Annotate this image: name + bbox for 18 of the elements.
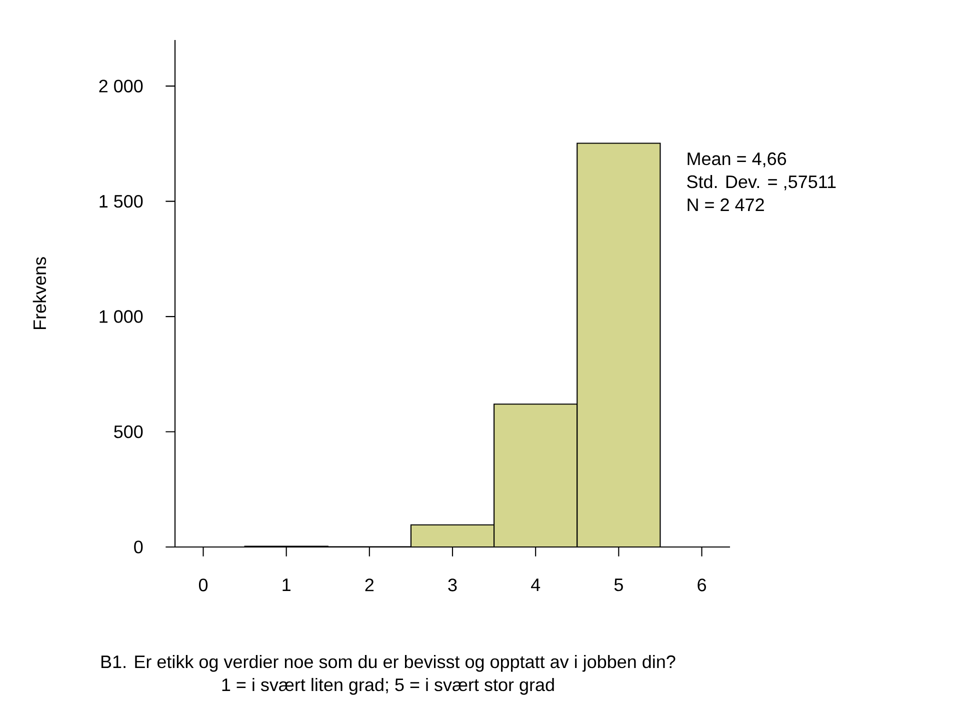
y-tick-label: 2 000: [99, 80, 143, 93]
x-tick-label: 5: [614, 578, 623, 592]
text: 1 = i svært liten grad; 5 = i svært stor grad: [222, 678, 554, 695]
y-tick-label: 1 000: [100, 310, 143, 324]
annotation: Mean = 4,66: [688, 152, 786, 168]
annotation: N = 2 472: [688, 198, 764, 212]
x-tick-label: 6: [698, 578, 706, 592]
y-tick-label: 1 500: [100, 195, 143, 208]
x-tick-label: 0: [198, 578, 208, 592]
x-axis-title: B1. Er etikk og verdier noe som du er bevisst og opptatt av i jobben din?: [101, 655, 676, 672]
y-tick-label: 500: [114, 426, 143, 438]
x-tick-label: 1: [282, 578, 290, 592]
y-axis-title: Frekvens: [32, 257, 46, 330]
y-tick-label: 0: [134, 540, 143, 554]
annotation: Std. Dev. = ,57511: [687, 175, 836, 190]
x-tick-label: 4: [531, 578, 540, 592]
x-tick-label: 2: [365, 578, 374, 592]
x-tick-label: 3: [448, 578, 457, 592]
